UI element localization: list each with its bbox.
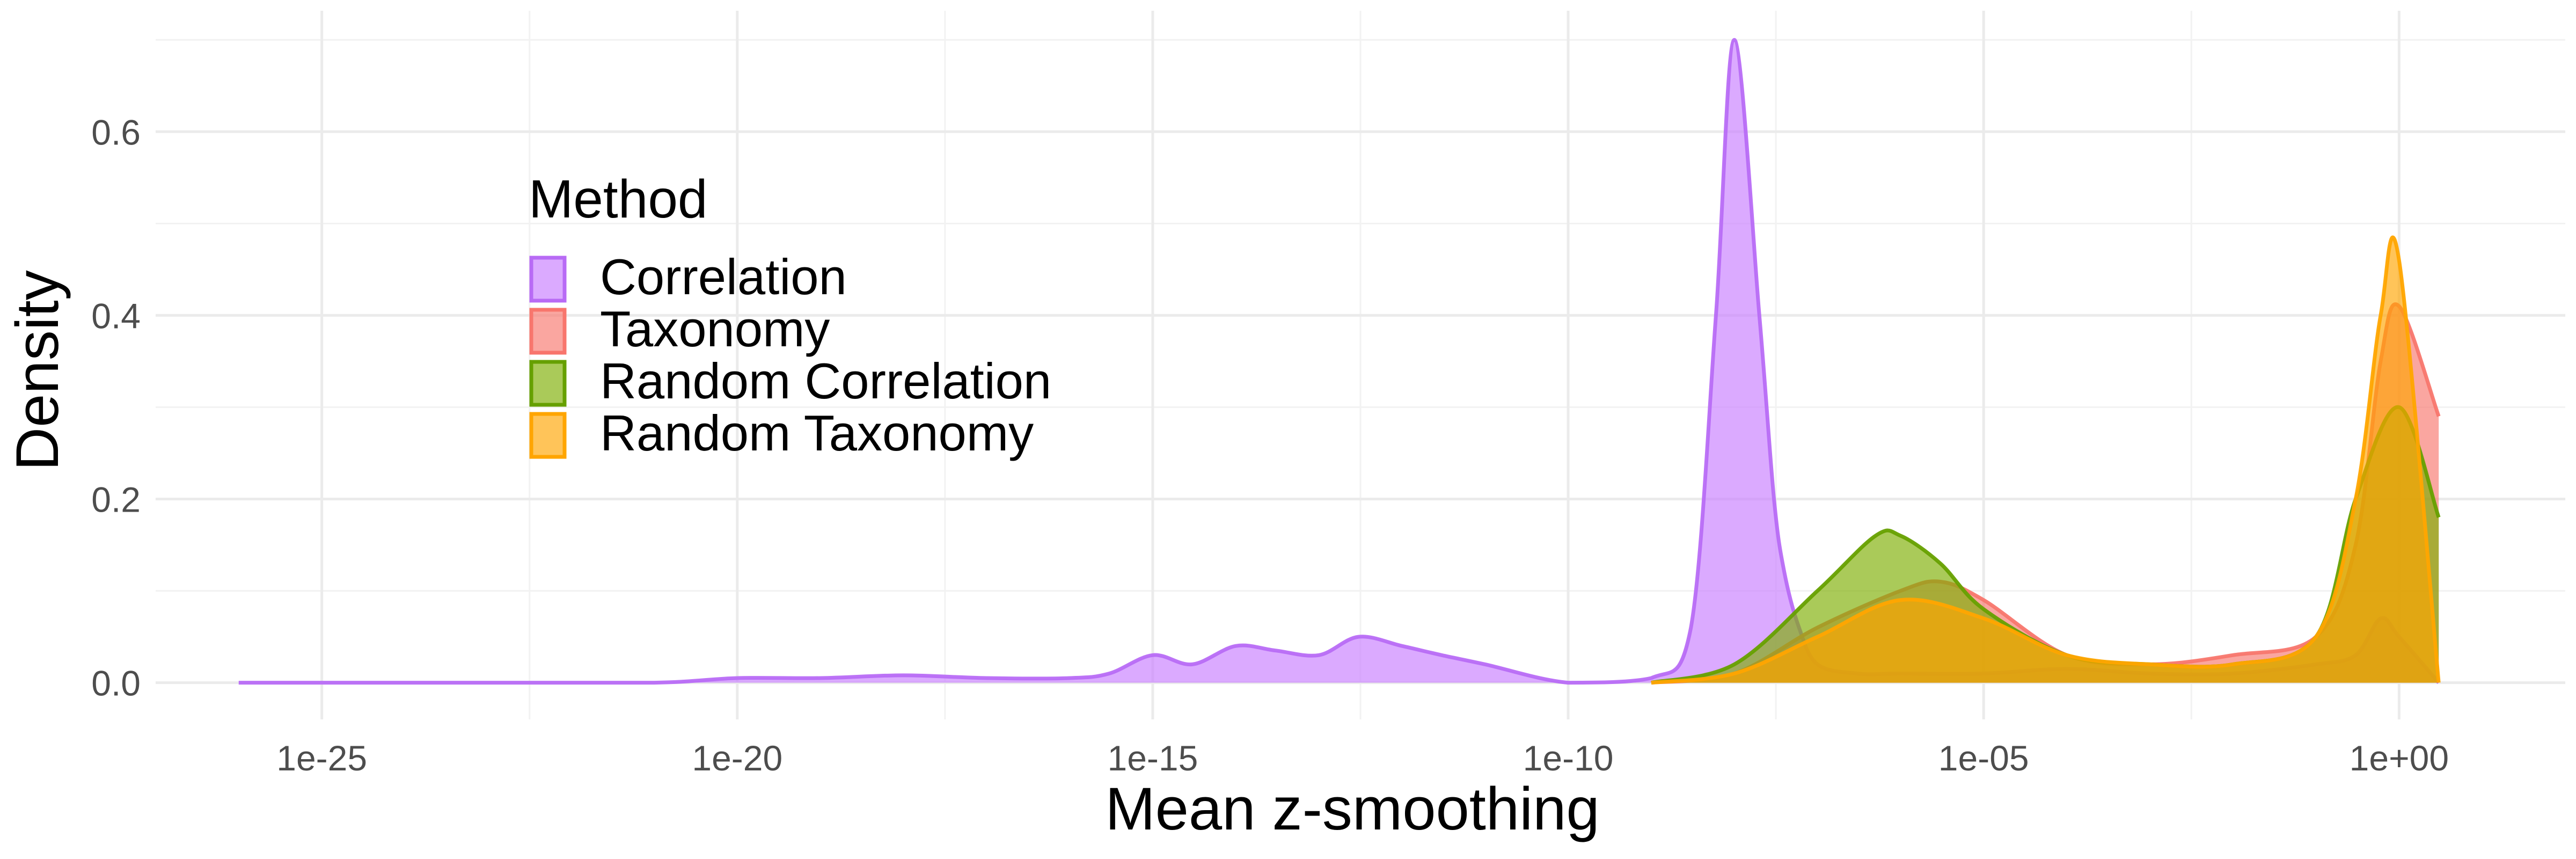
line-correlation — [238, 38, 2440, 685]
y-axis-ticks: 0.0 0.2 0.4 0.6 — [91, 112, 141, 703]
line-random-taxonomy — [1651, 235, 2441, 685]
legend-label-random-taxonomy: Random Taxonomy — [600, 405, 1034, 461]
x-axis-title: Mean z-smoothing — [1105, 775, 1599, 842]
legend-key-random-taxonomy — [529, 412, 567, 459]
y-tick-label: 0.0 — [91, 664, 141, 703]
area-random-taxonomy — [1651, 237, 2439, 683]
x-tick-label: 1e-20 — [692, 738, 782, 778]
area-random-correlation — [1651, 407, 2439, 683]
x-tick-label: 1e-15 — [1108, 738, 1198, 778]
x-tick-label: 1e+00 — [2350, 738, 2449, 778]
grid-lines — [156, 11, 2565, 719]
x-axis-ticks: 1e-25 1e-20 1e-15 1e-10 1e-05 1e+00 — [276, 738, 2449, 778]
legend-label-correlation: Correlation — [600, 249, 847, 305]
x-tick-label: 1e-05 — [1938, 738, 2029, 778]
y-tick-label: 0.6 — [91, 112, 141, 152]
legend-title: Method — [529, 169, 708, 229]
x-tick-label: 1e-25 — [276, 738, 367, 778]
density-areas — [238, 38, 2441, 685]
area-correlation — [238, 40, 2439, 683]
y-tick-label: 0.4 — [91, 296, 141, 336]
legend-key-correlation — [529, 256, 567, 303]
y-axis-title: Density — [4, 270, 71, 470]
legend-key-taxonomy — [529, 308, 567, 355]
legend-key-random-correlation — [529, 360, 567, 407]
legend-label-random-correlation: Random Correlation — [600, 353, 1051, 409]
x-tick-label: 1e-10 — [1523, 738, 1614, 778]
legend-label-taxonomy: Taxonomy — [600, 301, 830, 357]
y-tick-label: 0.2 — [91, 479, 141, 519]
